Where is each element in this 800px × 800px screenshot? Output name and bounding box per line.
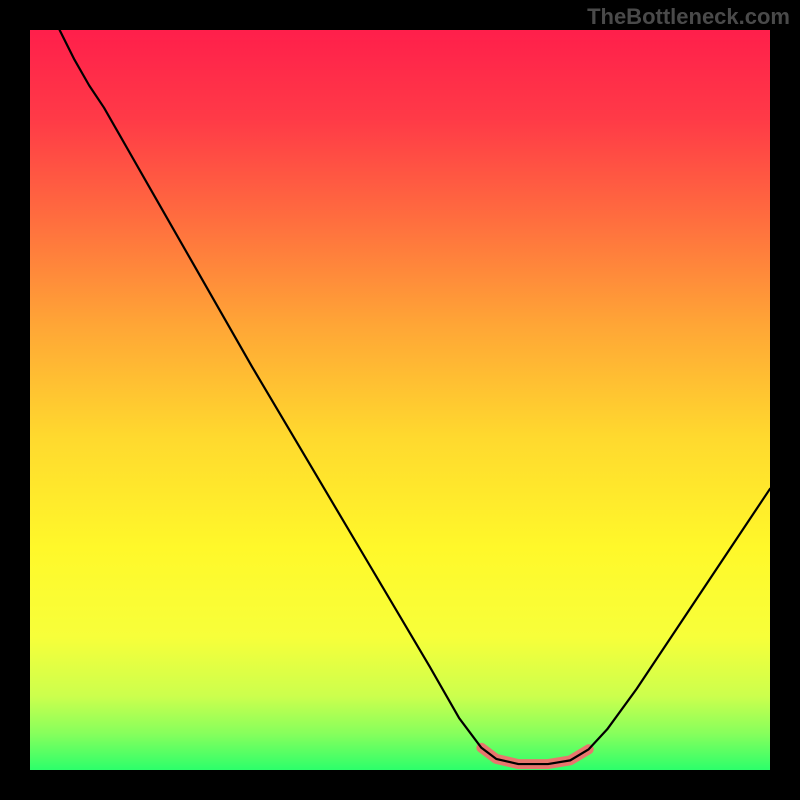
gradient-background — [30, 30, 770, 770]
watermark-text: TheBottleneck.com — [587, 4, 790, 30]
bottleneck-curve-chart — [0, 0, 800, 800]
chart-svg — [0, 0, 800, 800]
